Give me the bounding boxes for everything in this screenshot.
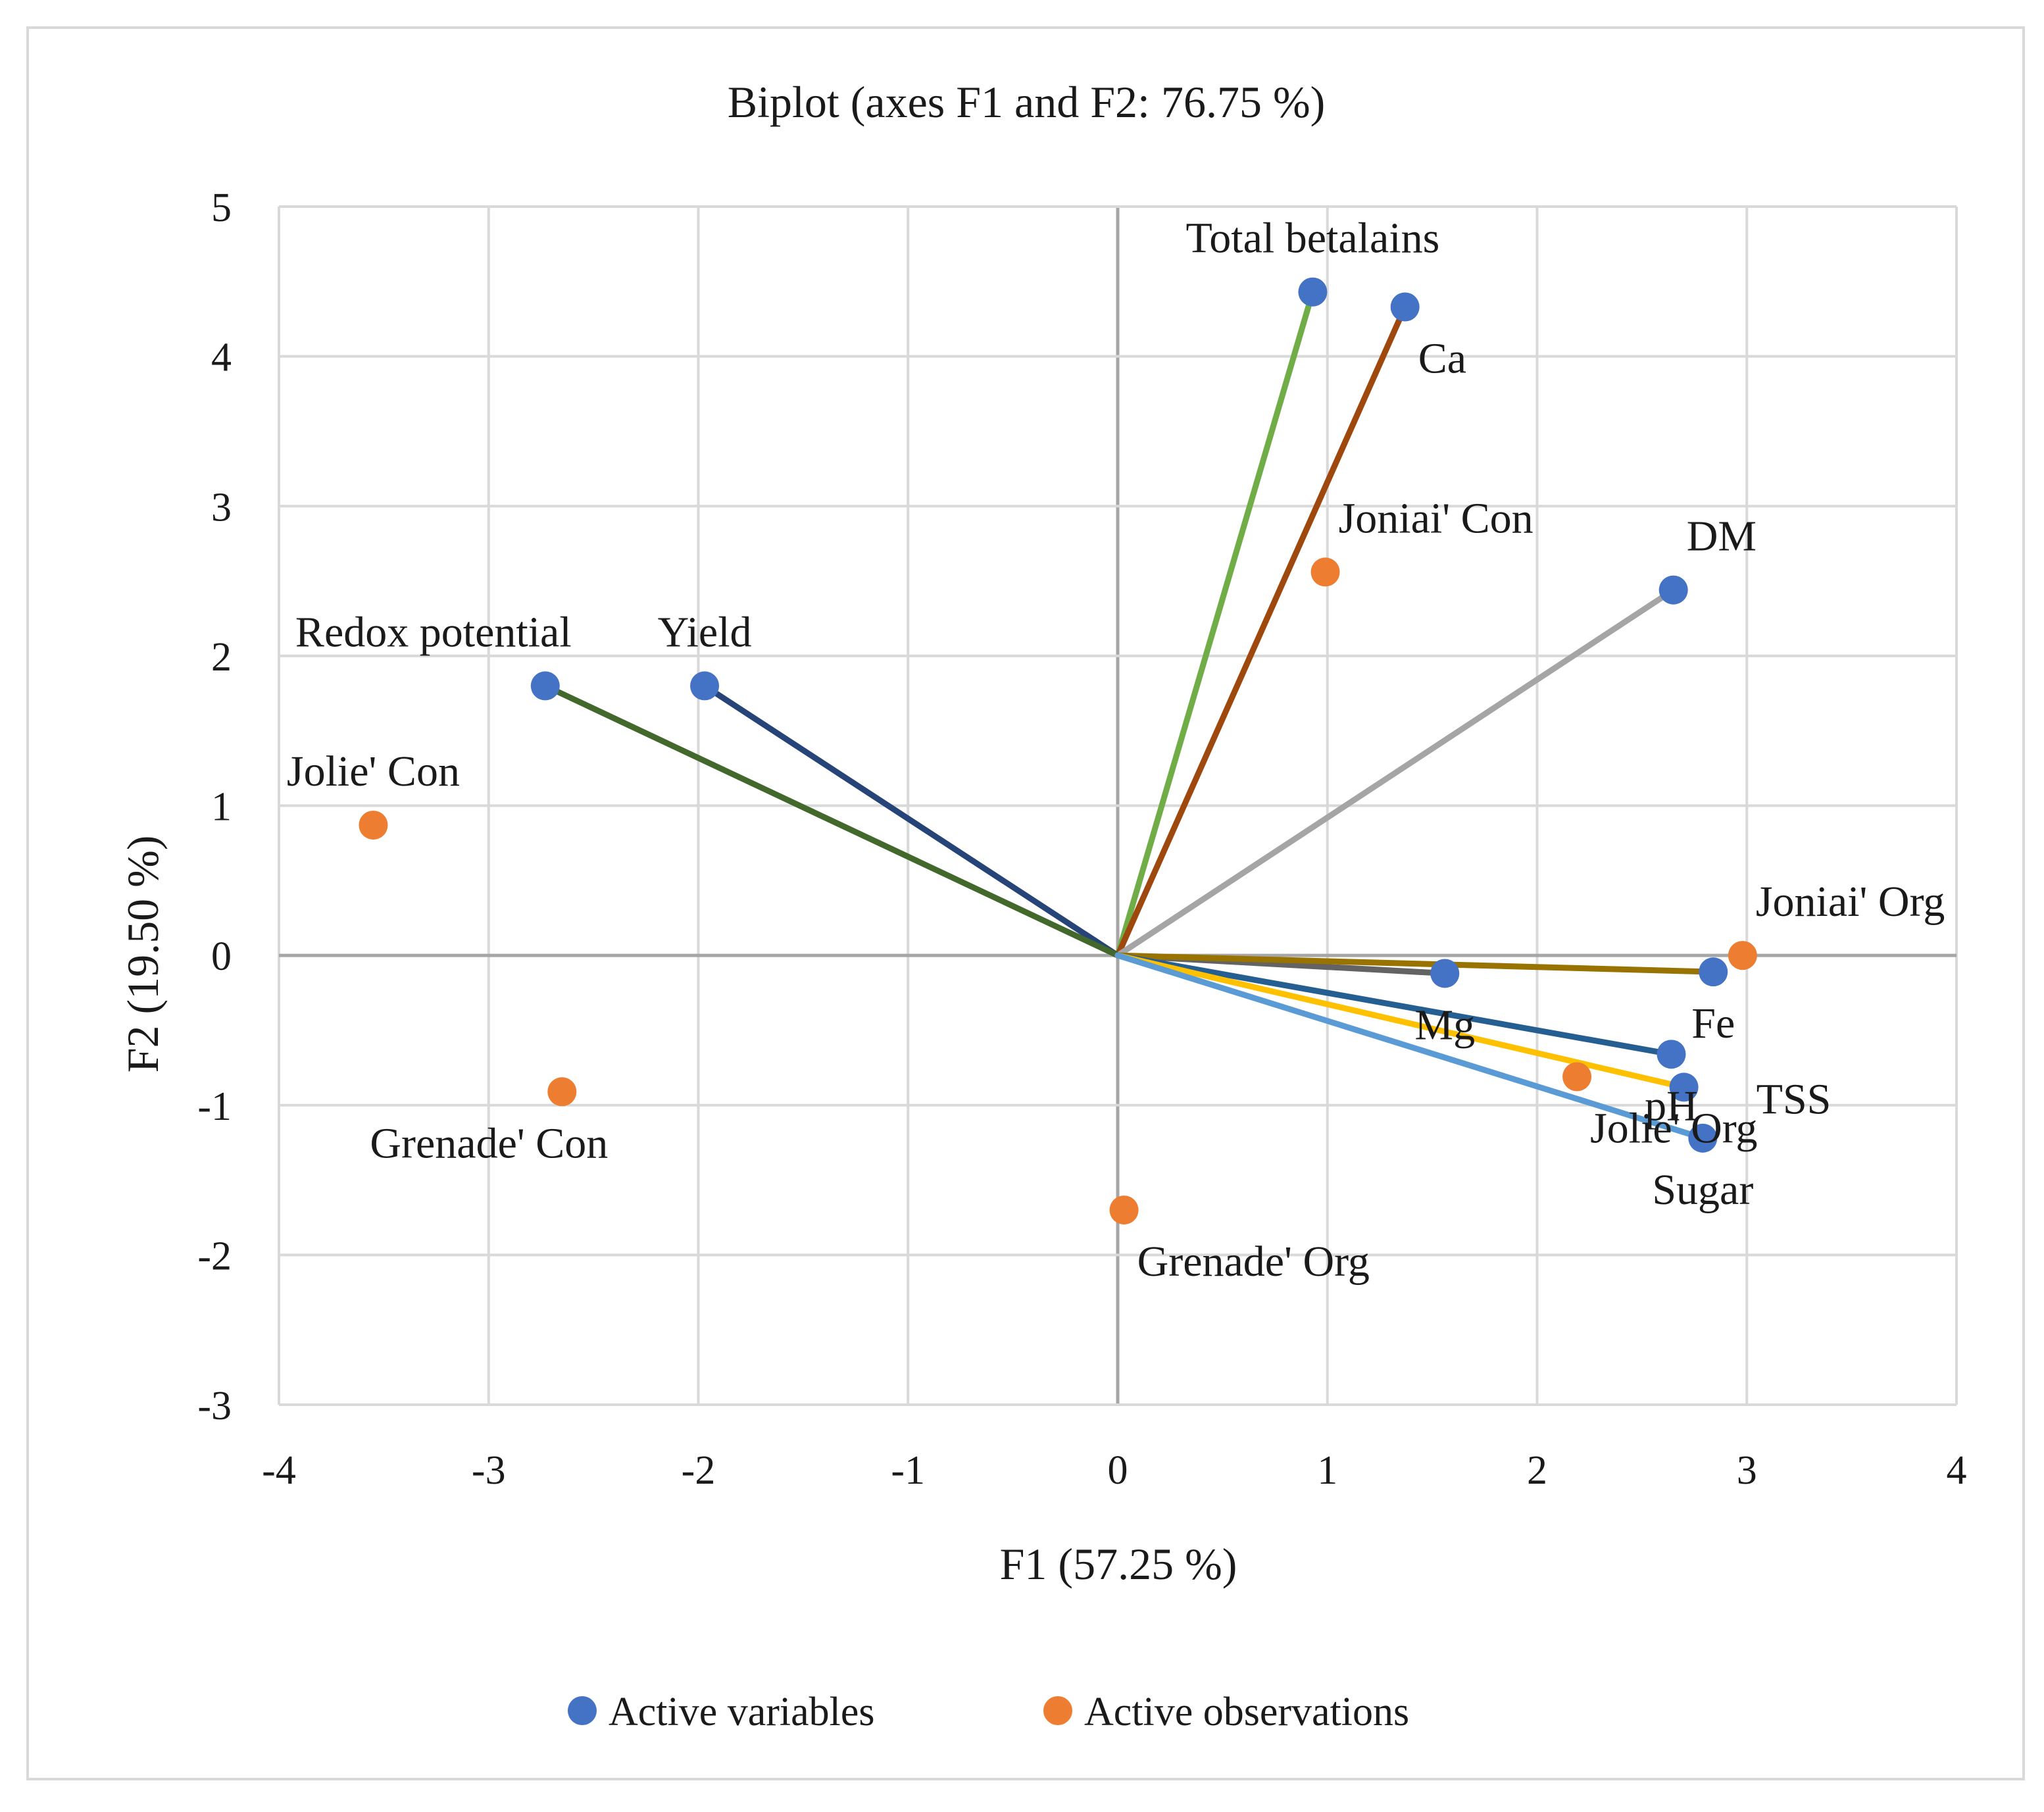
observation-label-jolie-con: Jolie' Con	[287, 747, 460, 795]
variable-label-fe: Fe	[1691, 999, 1735, 1047]
y-tick-label: 1	[211, 785, 232, 830]
legend-marker-variables	[568, 1696, 597, 1725]
vector-ca	[1114, 304, 1408, 959]
y-tick-label: 0	[211, 934, 232, 979]
variable-label-yield: Yield	[658, 608, 752, 656]
vector-redox-potential	[542, 682, 1121, 959]
y-tick-label: -3	[197, 1384, 232, 1428]
variable-label-ca: Ca	[1418, 335, 1466, 383]
observation-point-joniai-con	[1310, 557, 1340, 587]
vector-dm	[1114, 587, 1677, 959]
vector-sugar	[1114, 952, 1706, 1142]
vector-tss	[1114, 952, 1687, 1090]
variable-label-mg: Mg	[1414, 1001, 1475, 1049]
observation-label-joniai-con: Joniai' Con	[1339, 494, 1533, 542]
x-tick-label: 3	[1737, 1448, 1757, 1493]
variable-label-ph: pH	[1645, 1082, 1698, 1130]
variable-point-dm	[1658, 575, 1688, 605]
variable-label-dm: DM	[1687, 513, 1757, 561]
y-tick-label: 2	[211, 635, 232, 680]
observation-point-jolie-con	[359, 811, 388, 840]
observation-point-joniai-org	[1728, 941, 1757, 970]
observation-point-grenade-org	[1109, 1195, 1139, 1225]
points	[359, 277, 1757, 1225]
observation-label-grenade-con: Grenade' Con	[370, 1119, 608, 1167]
x-tick-label: -3	[472, 1448, 506, 1493]
y-tick-label: 5	[211, 186, 232, 230]
variable-point-tss	[1669, 1072, 1699, 1102]
variable-label-total-betalains: Total betalains	[1186, 214, 1440, 263]
axes: -4 -3 -2 -1 0 1 2 3 4 -3 -2 -1 0 1 2 3 4 5	[197, 186, 1966, 1493]
vector-total-betalains	[1114, 289, 1316, 959]
y-tick-label: 4	[211, 336, 232, 380]
chart-frame	[26, 26, 2025, 1780]
legend: Active variables Active observations	[568, 1690, 1409, 1734]
variable-label-tss: TSS	[1757, 1075, 1832, 1123]
observation-label-jolie-org: Jolie' Org	[1590, 1105, 1758, 1153]
point-labels: Total betalains Ca DM Yield Redox potential M…	[287, 214, 1945, 1286]
chart-title: Biplot (axes F1 and F2: 76.75 %)	[728, 77, 1326, 127]
variable-label-redox-potential: Redox potential	[295, 608, 572, 656]
x-tick-label: -1	[891, 1448, 925, 1493]
observation-point-grenade-con	[547, 1077, 577, 1107]
x-tick-label: 1	[1317, 1448, 1337, 1493]
variable-point-redox-potential	[530, 671, 560, 701]
variable-point-ca	[1390, 292, 1420, 322]
vector-yield	[701, 682, 1121, 959]
observation-point-jolie-org	[1562, 1062, 1592, 1092]
variable-label-sugar: Sugar	[1652, 1166, 1753, 1214]
legend-label-observations: Active observations	[1084, 1690, 1409, 1734]
vector-ph	[1114, 952, 1674, 1057]
y-axis-label: F2 (19.50 %)	[118, 836, 168, 1073]
legend-marker-observations	[1043, 1696, 1072, 1725]
y-tick-label: -1	[197, 1084, 232, 1129]
y-tick-label: 3	[211, 485, 232, 530]
x-tick-label: 0	[1108, 1448, 1128, 1493]
observation-label-joniai-org: Joniai' Org	[1756, 878, 1945, 926]
vector-fe	[1114, 952, 1716, 975]
observation-label-grenade-org: Grenade' Org	[1137, 1238, 1370, 1286]
x-tick-label: 2	[1527, 1448, 1547, 1493]
variable-point-mg	[1430, 959, 1460, 988]
variable-point-fe	[1699, 957, 1728, 987]
variable-point-yield	[690, 671, 720, 701]
variable-point-ph	[1657, 1040, 1686, 1069]
x-tick-label: 4	[1947, 1448, 1967, 1493]
x-axis-label: F1 (57.25 %)	[1000, 1539, 1237, 1589]
variable-point-total-betalains	[1298, 277, 1328, 307]
y-tick-label: -2	[197, 1234, 232, 1278]
variable-vectors	[542, 289, 1716, 1142]
legend-label-variables: Active variables	[609, 1690, 875, 1734]
variable-point-sugar	[1688, 1123, 1718, 1153]
x-tick-label: -2	[682, 1448, 716, 1493]
x-tick-label: -4	[262, 1448, 296, 1493]
